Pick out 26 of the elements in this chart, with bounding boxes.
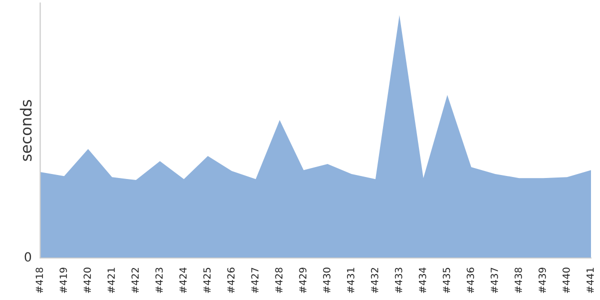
x-tick-label: #439 [538, 268, 546, 293]
x-tick-label: #440 [562, 268, 570, 293]
x-tick-label: #422 [131, 268, 139, 293]
x-tick-label: #435 [442, 268, 450, 293]
x-tick-label: #432 [370, 268, 378, 293]
x-tick-label: #436 [466, 268, 474, 293]
x-tick-label: #438 [514, 268, 522, 293]
x-tick-label: #441 [586, 268, 594, 293]
x-tick-label: #437 [490, 268, 498, 293]
x-tick-label: #419 [60, 268, 67, 293]
x-tick-label: #424 [179, 268, 187, 293]
text: 0 [24, 252, 32, 262]
x-tick-label: #423 [155, 268, 163, 293]
x-tick-label: #433 [394, 268, 402, 293]
x-tick-label: #425 [203, 268, 211, 293]
x-tick-label: #428 [275, 268, 282, 293]
x-tick-label: #430 [323, 268, 330, 293]
x-tick-label: #420 [84, 268, 91, 293]
x-tick-label: #434 [418, 268, 426, 293]
x-tick-label: #418 [36, 268, 44, 293]
x-tick-label: #426 [227, 268, 235, 293]
y-axis-title: seconds [20, 100, 32, 161]
x-tick-label: #421 [108, 268, 115, 293]
x-tick-label: #431 [346, 268, 354, 293]
x-tick-label: #429 [299, 268, 306, 293]
x-tick-label: #427 [251, 268, 258, 293]
